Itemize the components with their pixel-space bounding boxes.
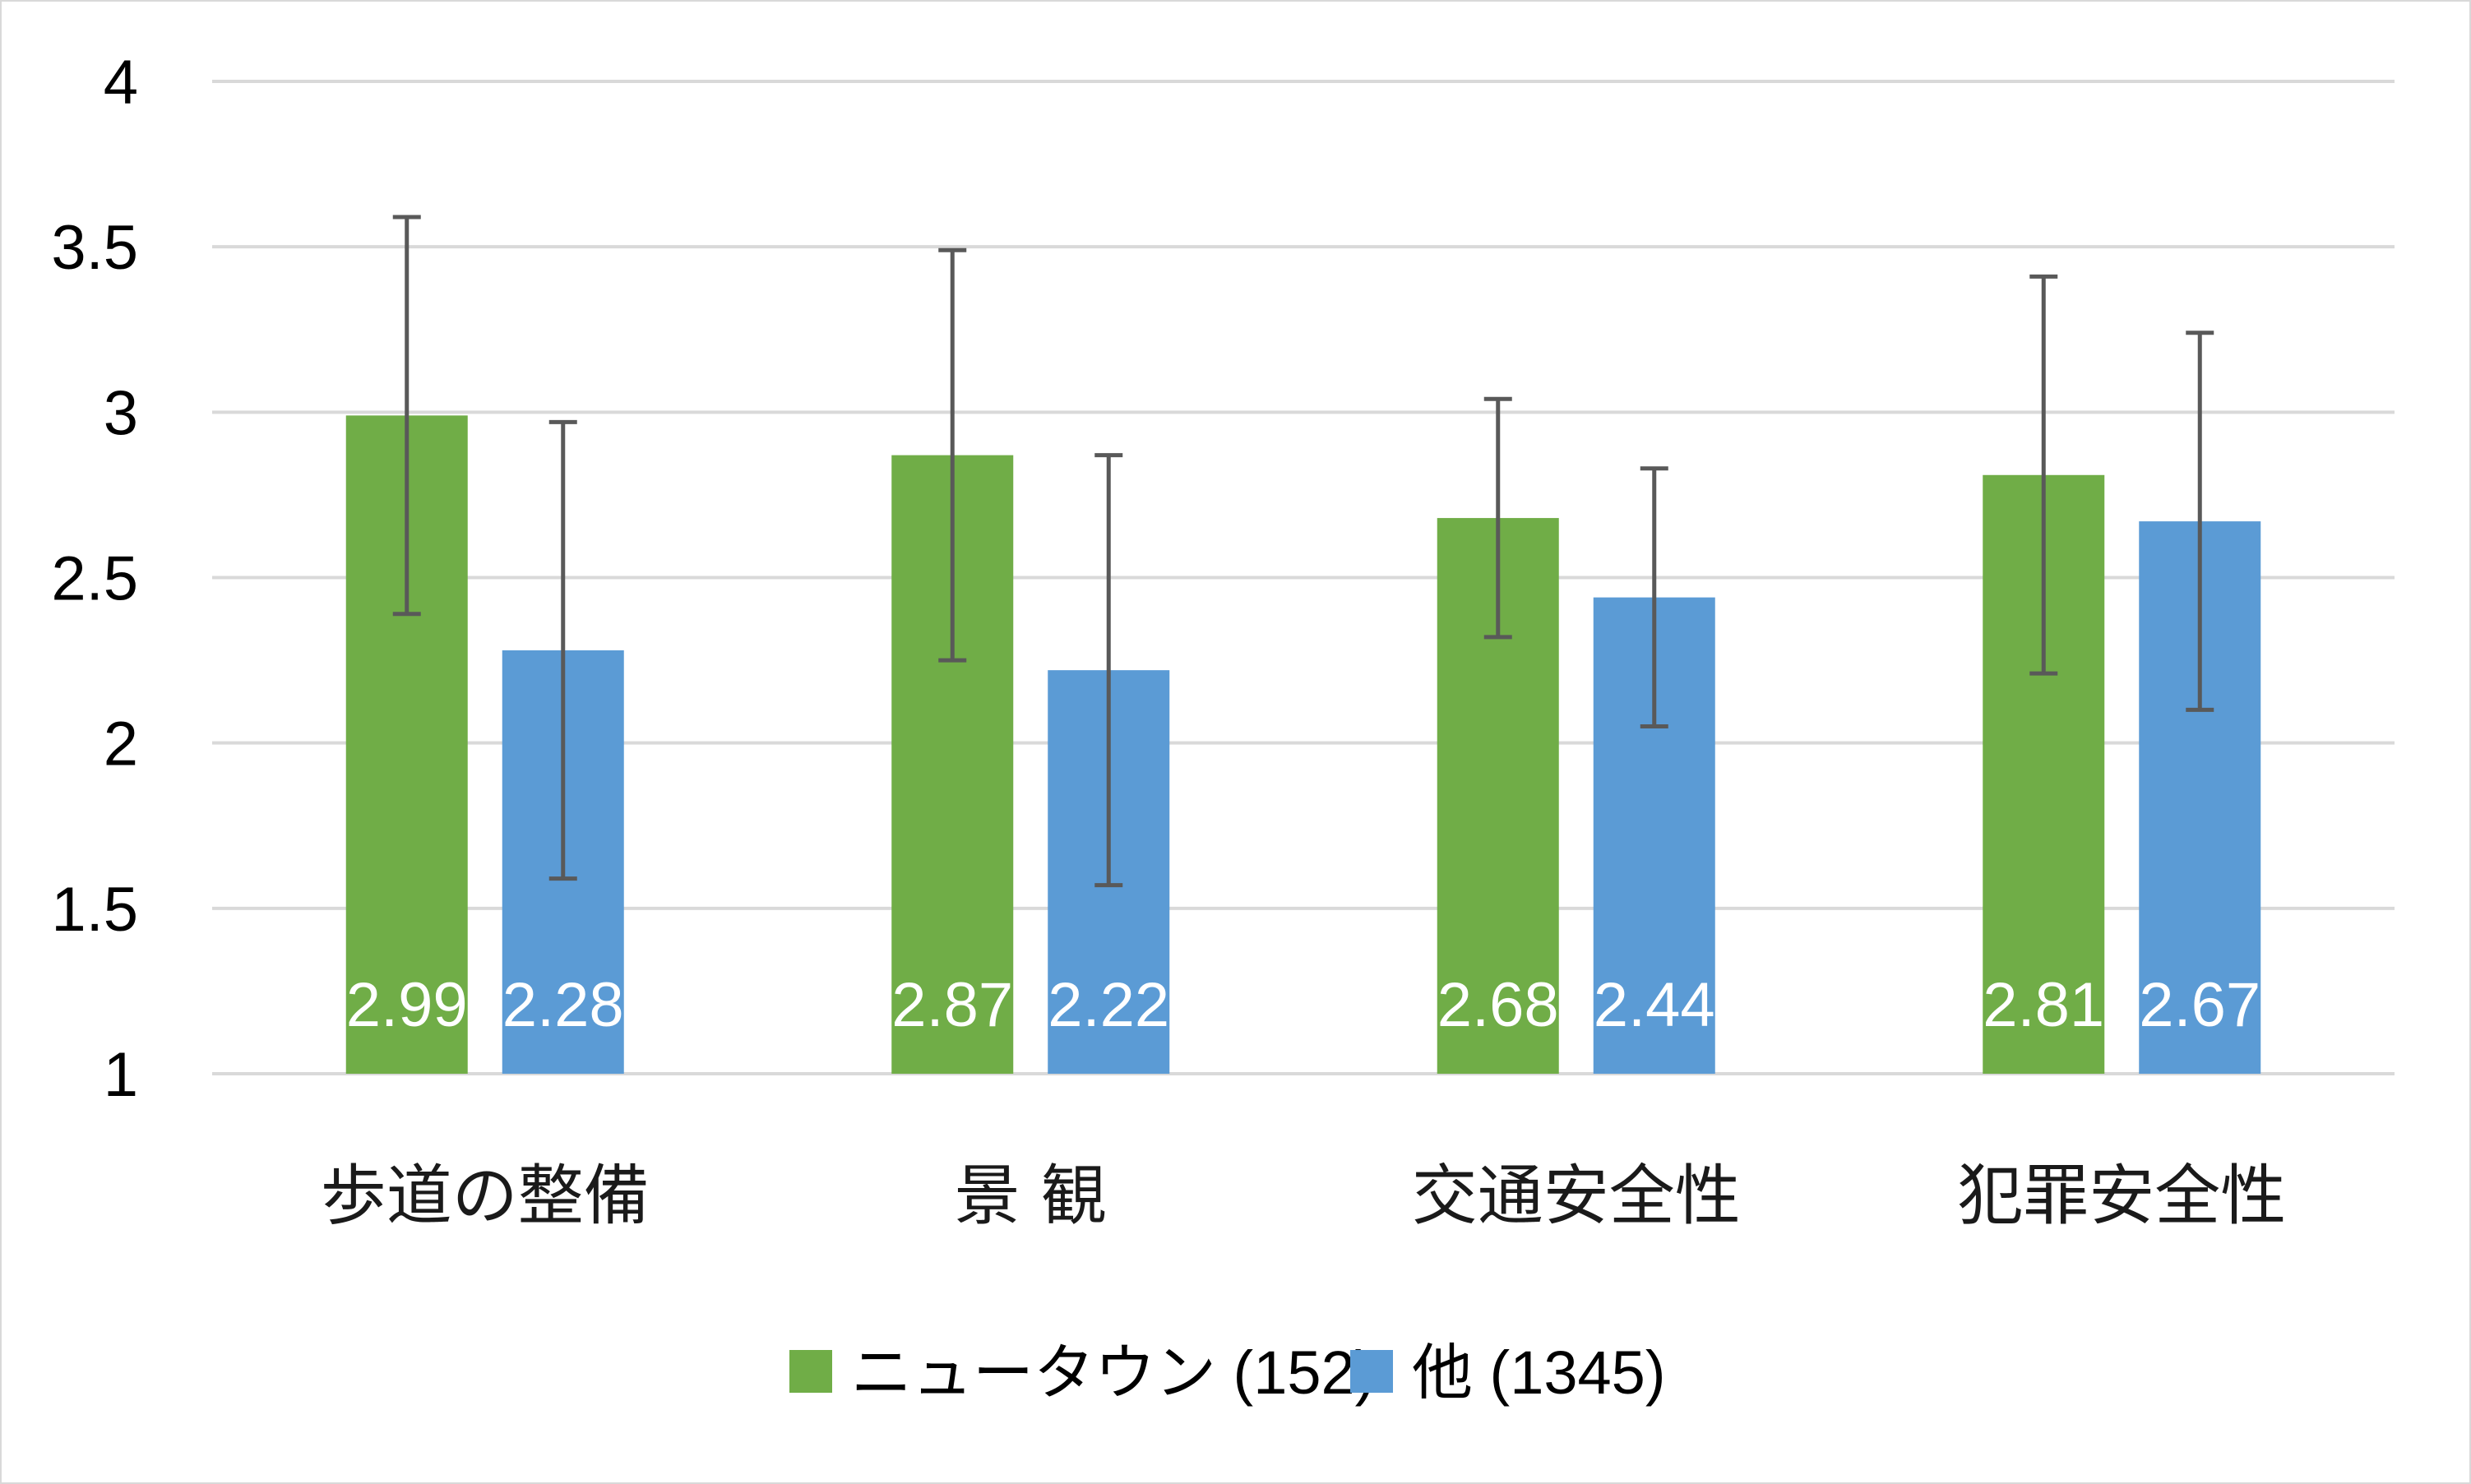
y-tick-label: 3.5 [51, 213, 138, 283]
x-category-label: 交通安全性 [1412, 1158, 1741, 1234]
y-tick-label: 2 [104, 710, 138, 779]
legend-swatch [789, 1350, 832, 1393]
y-tick-label: 3 [104, 378, 138, 448]
data-label: 2.44 [1594, 970, 1715, 1040]
legend: ニュータウン (152) 他 (1345) [789, 1338, 1665, 1407]
y-tick-label: 2.5 [51, 544, 138, 614]
error-bars [392, 215, 2214, 888]
legend-swatch [1350, 1350, 1393, 1393]
data-label: 2.28 [502, 970, 624, 1040]
bars [345, 415, 2261, 1074]
y-tick-label: 1.5 [51, 875, 138, 945]
x-category-label: 歩道の整備 [321, 1158, 650, 1234]
x-category-label: 犯罪安全性 [1957, 1158, 2286, 1234]
data-label: 2.99 [346, 970, 468, 1040]
legend-label: ニュータウン (152) [851, 1338, 1375, 1407]
x-axis-category-labels: 歩道の整備 景 観 交通安全性 犯罪安全性 [321, 1158, 2287, 1234]
y-tick-label: 4 [104, 48, 138, 118]
data-labels: 2.99 2.28 2.87 2.22 2.68 2.44 2.81 2.67 [346, 970, 2260, 1040]
data-label: 2.81 [1983, 970, 2104, 1040]
x-category-label: 景 観 [955, 1158, 1107, 1234]
data-label: 2.22 [1048, 970, 1169, 1040]
data-label: 2.87 [891, 970, 1013, 1040]
legend-label: 他 (1345) [1412, 1338, 1665, 1407]
y-tick-label: 1 [104, 1040, 138, 1110]
data-label: 2.67 [2139, 970, 2260, 1040]
y-axis-tick-labels: 1 1.5 2 2.5 3 3.5 4 [51, 48, 138, 1110]
data-label: 2.68 [1437, 970, 1559, 1040]
